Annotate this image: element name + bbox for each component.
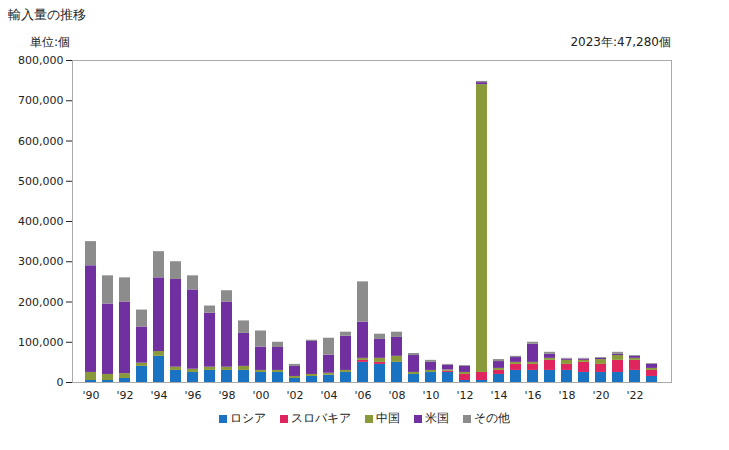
svg-text:'96: '96	[184, 389, 201, 402]
svg-text:'08: '08	[388, 389, 405, 402]
svg-text:'92: '92	[116, 389, 133, 402]
svg-text:200,000: 200,000	[18, 296, 64, 309]
html-text:米国: 米国	[425, 411, 449, 425]
svg-text:600,000: 600,000	[18, 135, 64, 148]
svg-text:'14: '14	[490, 389, 507, 402]
svg-text:500,000: 500,000	[18, 175, 64, 188]
svg-text:'12: '12	[456, 389, 473, 402]
html-text:輸入量の推移: 輸入量の推移	[8, 7, 86, 22]
html-text:その他: その他	[474, 411, 510, 425]
svg-text:800,000: 800,000	[18, 54, 64, 67]
svg-text:300,000: 300,000	[18, 255, 64, 268]
html-text:単位:個: 単位:個	[30, 35, 70, 49]
html-text:2023年:47,280個: 2023年:47,280個	[570, 35, 671, 49]
svg-text:100,000: 100,000	[18, 336, 64, 349]
svg-text:'22: '22	[626, 389, 643, 402]
svg-text:'20: '20	[592, 389, 609, 402]
svg-text:'98: '98	[218, 389, 235, 402]
svg-text:'00: '00	[252, 389, 269, 402]
svg-text:'02: '02	[286, 389, 303, 402]
html-text:スロバキア: スロバキア	[291, 411, 351, 425]
svg-text:'16: '16	[524, 389, 541, 402]
html-text:中国: 中国	[376, 411, 400, 425]
svg-text:'04: '04	[320, 389, 337, 402]
svg-text:700,000: 700,000	[18, 94, 64, 107]
svg-text:0: 0	[57, 376, 64, 389]
svg-text:'94: '94	[150, 389, 167, 402]
svg-text:'10: '10	[422, 389, 439, 402]
svg-text:400,000: 400,000	[18, 215, 64, 228]
svg-text:'18: '18	[558, 389, 575, 402]
svg-text:'90: '90	[82, 389, 99, 402]
svg-text:'06: '06	[354, 389, 371, 402]
html-text:ロシア: ロシア	[230, 411, 266, 425]
